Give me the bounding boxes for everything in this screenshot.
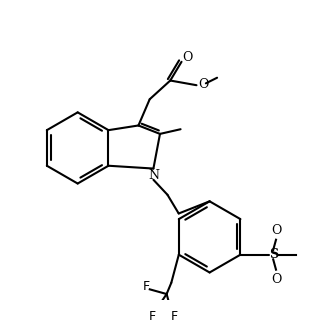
Text: O: O [271, 224, 281, 237]
Text: F: F [171, 310, 178, 320]
Text: N: N [148, 169, 159, 182]
Text: F: F [142, 280, 150, 293]
Text: O: O [182, 51, 192, 64]
Text: S: S [269, 248, 278, 261]
Text: O: O [271, 273, 281, 285]
Text: O: O [198, 78, 208, 91]
Text: F: F [149, 310, 156, 320]
